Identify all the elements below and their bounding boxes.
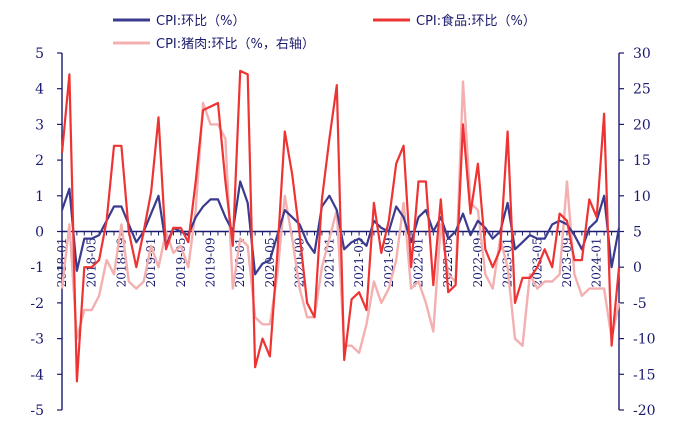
right-tick-label: -20 <box>633 403 656 419</box>
x-tick-label: 2020-01 <box>233 237 247 287</box>
left-tick-label: 2 <box>35 153 44 169</box>
series-line-2 <box>60 69 621 383</box>
right-tick-label: 15 <box>633 153 651 169</box>
left-tick-label: -3 <box>30 332 44 348</box>
left-tick-label: -5 <box>30 403 44 419</box>
x-tick-label: 2021-05 <box>352 238 366 288</box>
left-tick-label: 5 <box>35 46 44 62</box>
legend-label-1: CPI:环比（%） <box>156 14 245 29</box>
right-tick-label: 5 <box>633 225 642 241</box>
legend-label-3: CPI:猪肉:环比（%，右轴） <box>156 37 315 52</box>
legend-label-2: CPI:食品:环比（%） <box>416 13 536 29</box>
right-tick-label: 0 <box>633 260 642 276</box>
right-tick-label: -15 <box>633 367 656 383</box>
left-tick-label: -4 <box>30 367 44 383</box>
right-tick-label: -5 <box>633 296 647 312</box>
left-tick-label: -1 <box>30 260 44 276</box>
x-tick-label: 2023-09 <box>560 238 574 288</box>
x-tick-label: 2022-01 <box>411 238 425 288</box>
x-tick-label: 2024-01 <box>590 238 604 288</box>
right-tick-label: -10 <box>633 332 656 348</box>
right-tick-label: 30 <box>633 46 651 62</box>
right-tick-label: 20 <box>633 117 651 133</box>
left-tick-label: 0 <box>35 225 44 241</box>
left-tick-label: 4 <box>35 82 44 98</box>
x-tick-label: 2019-01 <box>144 238 158 288</box>
left-tick-label: 3 <box>35 117 44 133</box>
x-tick-label: 2019-09 <box>204 237 218 287</box>
left-tick-label: -2 <box>30 296 44 312</box>
x-tick-label: 2018-05 <box>85 238 99 288</box>
series-line-3 <box>60 80 621 355</box>
right-tick-label: 25 <box>633 82 651 98</box>
x-tick-label: 2023-05 <box>530 238 544 288</box>
x-tick-label: 2021-01 <box>322 238 336 288</box>
left-tick-label: 1 <box>35 189 44 205</box>
right-tick-label: 10 <box>633 189 651 205</box>
